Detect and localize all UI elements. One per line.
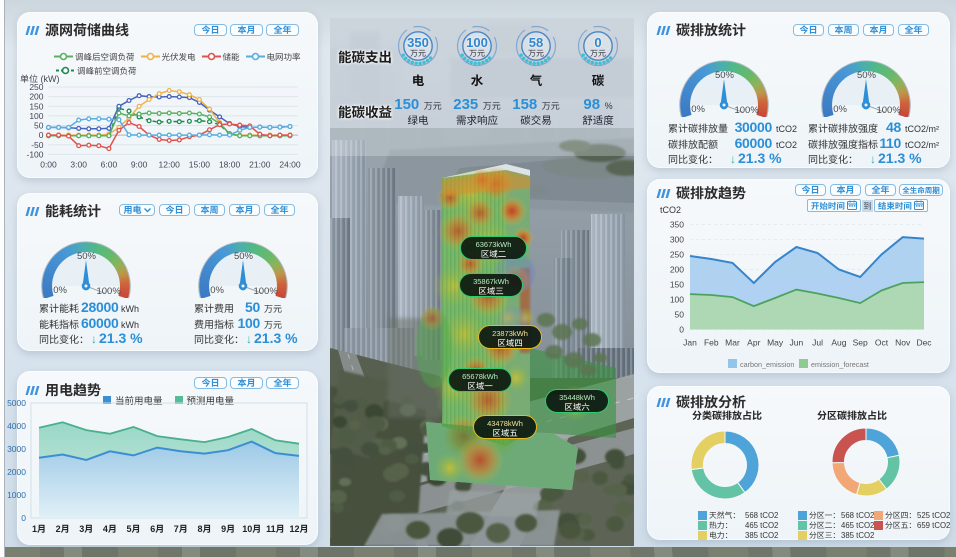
svg-text:21:00: 21:00 bbox=[249, 159, 271, 169]
svg-text:0: 0 bbox=[679, 325, 684, 335]
svg-text:0%: 0% bbox=[210, 285, 224, 296]
svg-text:100: 100 bbox=[29, 111, 43, 121]
svg-text:Jun: Jun bbox=[790, 338, 804, 348]
svg-text:100%: 100% bbox=[876, 105, 901, 116]
svg-text:100: 100 bbox=[466, 35, 488, 50]
svg-text:0: 0 bbox=[594, 35, 601, 50]
svg-text:50%: 50% bbox=[715, 70, 735, 81]
svg-text:Apr: Apr bbox=[747, 338, 760, 348]
svg-text:9:00: 9:00 bbox=[131, 159, 148, 169]
svg-text:Aug: Aug bbox=[831, 338, 846, 348]
svg-text:100: 100 bbox=[670, 295, 684, 305]
svg-text:3000: 3000 bbox=[7, 444, 26, 454]
svg-text:1000: 1000 bbox=[7, 490, 26, 500]
svg-text:3月: 3月 bbox=[79, 524, 93, 534]
svg-text:Oct: Oct bbox=[875, 338, 889, 348]
svg-text:12月: 12月 bbox=[289, 524, 308, 534]
svg-text:6:00: 6:00 bbox=[101, 159, 118, 169]
svg-text:18:00: 18:00 bbox=[219, 159, 241, 169]
svg-text:Jan: Jan bbox=[683, 338, 697, 348]
svg-text:200: 200 bbox=[29, 92, 43, 102]
svg-text:万元: 万元 bbox=[528, 49, 544, 58]
svg-text:emission_forecast: emission_forecast bbox=[811, 360, 869, 369]
svg-text:4月: 4月 bbox=[103, 524, 117, 534]
svg-text:2000: 2000 bbox=[7, 467, 26, 477]
svg-text:Dec: Dec bbox=[916, 338, 932, 348]
svg-text:200: 200 bbox=[670, 265, 684, 275]
svg-text:-100: -100 bbox=[26, 149, 43, 159]
svg-text:0%: 0% bbox=[53, 285, 67, 296]
svg-text:1月: 1月 bbox=[32, 524, 46, 534]
svg-text:100%: 100% bbox=[96, 286, 121, 297]
svg-text:Sep: Sep bbox=[853, 338, 868, 348]
svg-text:9月: 9月 bbox=[221, 524, 235, 534]
svg-text:50%: 50% bbox=[857, 70, 877, 81]
svg-text:350: 350 bbox=[407, 35, 429, 50]
svg-text:100%: 100% bbox=[253, 286, 278, 297]
svg-text:Mar: Mar bbox=[725, 338, 740, 348]
svg-text:300: 300 bbox=[670, 235, 684, 245]
svg-text:5000: 5000 bbox=[7, 398, 26, 408]
svg-text:0%: 0% bbox=[691, 104, 705, 115]
svg-text:24:00: 24:00 bbox=[279, 159, 301, 169]
svg-text:11月: 11月 bbox=[266, 524, 285, 534]
svg-text:250: 250 bbox=[29, 82, 43, 92]
svg-text:万元: 万元 bbox=[410, 49, 426, 58]
svg-text:250: 250 bbox=[670, 250, 684, 260]
svg-text:万元: 万元 bbox=[469, 49, 485, 58]
svg-text:100%: 100% bbox=[734, 105, 759, 116]
svg-text:Jul: Jul bbox=[812, 338, 823, 348]
svg-text:carbon_emission: carbon_emission bbox=[740, 360, 794, 369]
svg-text:tCO2: tCO2 bbox=[660, 205, 681, 215]
svg-text:58: 58 bbox=[529, 35, 543, 50]
svg-text:15:00: 15:00 bbox=[189, 159, 211, 169]
svg-text:5月: 5月 bbox=[126, 524, 140, 534]
svg-text:7月: 7月 bbox=[174, 524, 188, 534]
svg-text:0%: 0% bbox=[833, 104, 847, 115]
svg-text:0: 0 bbox=[39, 130, 44, 140]
svg-text:12:00: 12:00 bbox=[159, 159, 181, 169]
svg-text:0:00: 0:00 bbox=[40, 159, 57, 169]
svg-text:10月: 10月 bbox=[242, 524, 261, 534]
svg-text:350: 350 bbox=[670, 220, 684, 230]
svg-text:50: 50 bbox=[34, 121, 44, 131]
svg-text:150: 150 bbox=[670, 280, 684, 290]
svg-text:150: 150 bbox=[29, 101, 43, 111]
svg-text:May: May bbox=[767, 338, 784, 348]
svg-text:4000: 4000 bbox=[7, 421, 26, 431]
svg-text:50%: 50% bbox=[234, 251, 254, 262]
svg-text:3:00: 3:00 bbox=[70, 159, 87, 169]
svg-text:-50: -50 bbox=[31, 140, 44, 150]
svg-text:Nov: Nov bbox=[895, 338, 911, 348]
svg-text:万元: 万元 bbox=[590, 49, 606, 58]
svg-text:Feb: Feb bbox=[704, 338, 719, 348]
svg-text:50%: 50% bbox=[77, 251, 97, 262]
svg-text:2月: 2月 bbox=[56, 524, 70, 534]
svg-text:6月: 6月 bbox=[150, 524, 164, 534]
svg-text:0: 0 bbox=[21, 513, 26, 523]
svg-text:50: 50 bbox=[675, 310, 685, 320]
svg-text:8月: 8月 bbox=[197, 524, 211, 534]
